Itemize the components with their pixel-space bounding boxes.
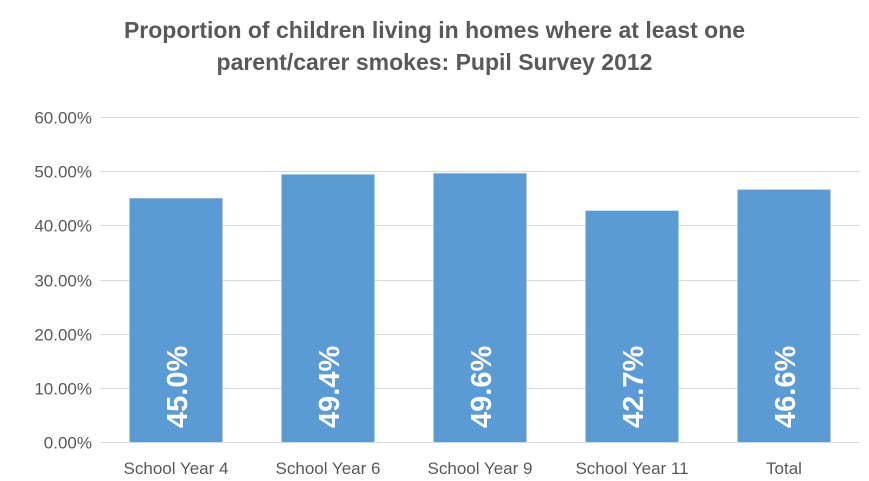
data-label: 49.6% xyxy=(466,346,498,428)
x-category-label: School Year 11 xyxy=(575,459,688,478)
data-label: 46.6% xyxy=(770,346,802,428)
x-category-label: School Year 4 xyxy=(124,459,229,478)
bar xyxy=(737,189,831,442)
y-tick-label: 10.00% xyxy=(34,380,92,399)
y-tick-label: 60.00% xyxy=(34,109,92,128)
data-label: 49.4% xyxy=(314,346,346,428)
chart-title-line-2: parent/carer smokes: Pupil Survey 2012 xyxy=(216,49,653,75)
bar xyxy=(433,173,527,443)
bars: 45.0% 49.4% 49.6% 42.7% 46.6% xyxy=(129,173,831,443)
x-category-label: Total xyxy=(766,459,802,478)
x-axis-category-labels: School Year 4 School Year 6 School Year 9 S… xyxy=(124,459,802,478)
y-tick-label: 40.00% xyxy=(34,217,92,236)
y-tick-label: 0.00% xyxy=(44,434,92,453)
y-tick-label: 50.00% xyxy=(34,163,92,182)
x-category-label: School Year 9 xyxy=(428,459,533,478)
x-category-label: School Year 6 xyxy=(276,459,381,478)
y-tick-label: 30.00% xyxy=(34,272,92,291)
bar xyxy=(129,198,223,442)
chart-title: Proportion of children living in homes w… xyxy=(0,14,869,78)
data-label: 45.0% xyxy=(162,346,194,428)
y-tick-label: 20.00% xyxy=(34,326,92,345)
y-axis-tick-labels: 0.00% 10.00% 20.00% 30.00% 40.00% 50.00% 60.00… xyxy=(34,109,92,453)
chart-title-line-1: Proportion of children living in homes w… xyxy=(123,17,746,43)
bar xyxy=(585,210,679,442)
data-label: 42.7% xyxy=(618,346,650,428)
bar xyxy=(281,174,375,442)
